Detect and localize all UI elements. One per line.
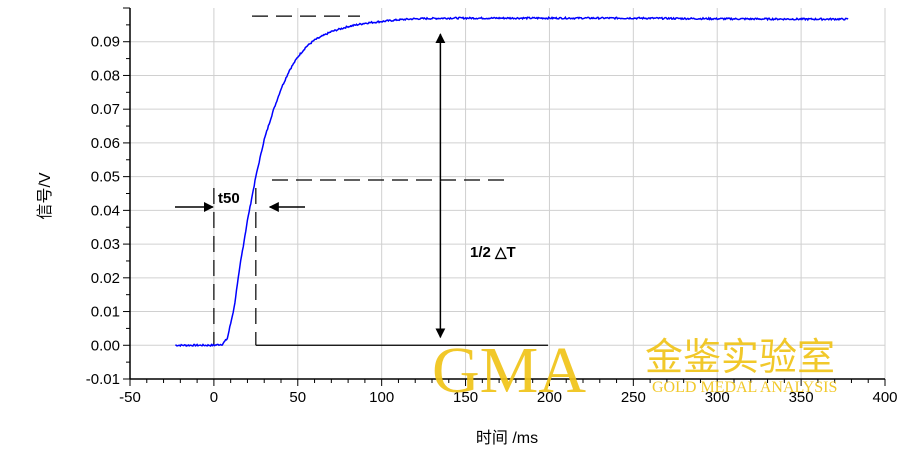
y-tick-label: -0.01 — [86, 371, 120, 388]
x-tick-label: 350 — [789, 389, 814, 406]
y-tick-label: 0.05 — [91, 169, 120, 186]
x-tick-label: 200 — [537, 389, 562, 406]
x-tick-label: 400 — [872, 389, 897, 406]
y-tick-label: 0.02 — [91, 270, 120, 287]
x-axis-label: 时间 /ms — [476, 429, 538, 447]
y-tick-label: 0.03 — [91, 236, 120, 253]
y-tick-label: 0.06 — [91, 135, 120, 152]
x-tick-label: 250 — [621, 389, 646, 406]
x-tick-label: 300 — [705, 389, 730, 406]
y-tick-label: 0.08 — [91, 67, 120, 84]
y-tick-label: 0.00 — [91, 337, 120, 354]
axes — [123, 7, 886, 386]
x-tick-label: 0 — [210, 389, 218, 406]
grid-lines — [129, 8, 886, 380]
y-tick-label: 0.04 — [91, 202, 120, 219]
y-axis-label: 信号/V — [36, 172, 54, 219]
x-tick-label: -50 — [119, 389, 141, 406]
x-tick-label: 150 — [453, 389, 478, 406]
y-tick-label: 0.07 — [91, 101, 120, 118]
y-tick-label: 0.01 — [91, 304, 120, 321]
series-layer — [175, 15, 849, 348]
watermark-cn: 金鉴实验室 — [645, 337, 835, 379]
watermark-logo: GMA 金鉴实验室 GOLD MEDAL ANALYSIS — [432, 334, 837, 407]
watermark-en: GOLD MEDAL ANALYSIS — [652, 379, 837, 396]
t50-label: t50 — [218, 190, 240, 207]
watermark-gma: GMA — [432, 334, 586, 407]
tick-labels: -50 0 50 100 150 200 250 300 350 400 -0.01 0.00 0.01… — [86, 34, 898, 406]
x-tick-label: 50 — [289, 389, 306, 406]
annotations — [175, 15, 548, 346]
delta-t-label: 1/2 △T — [470, 244, 516, 261]
series-line — [175, 15, 849, 348]
x-tick-label: 100 — [369, 389, 394, 406]
y-tick-label: 0.09 — [91, 34, 120, 51]
